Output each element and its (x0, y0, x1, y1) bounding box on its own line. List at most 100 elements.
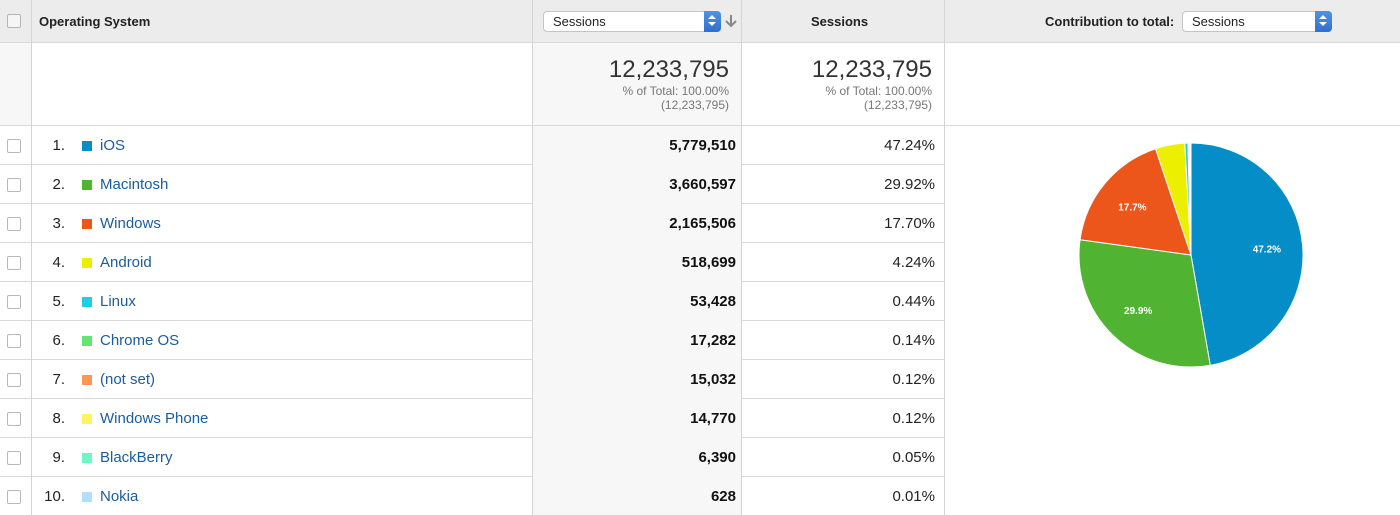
row-checkbox[interactable] (7, 217, 21, 231)
row-checkbox[interactable] (7, 139, 21, 153)
row-number: 9. (52, 449, 65, 466)
os-link[interactable]: Linux (100, 293, 136, 310)
pie-slice-label: 29.9% (1124, 306, 1152, 317)
column-divider (31, 0, 32, 515)
sessions-percent: 29.92% (884, 176, 935, 193)
metric-cell-shade (533, 477, 741, 515)
os-link[interactable]: Macintosh (100, 176, 169, 193)
pie-slice-windows[interactable] (1079, 148, 1192, 256)
sessions-percent: 0.01% (892, 488, 935, 505)
metric-cell-shade (533, 399, 741, 438)
sort-descending-icon[interactable] (724, 13, 738, 29)
row-checkbox[interactable] (7, 490, 21, 504)
row-number: 7. (52, 371, 65, 388)
contribution-select[interactable]: Sessions (1182, 11, 1332, 32)
color-swatch (82, 336, 92, 346)
totals-check-shade (0, 43, 32, 125)
row-checkbox[interactable] (7, 373, 21, 387)
sessions-value: 6,390 (698, 449, 736, 466)
sessions-percent: 0.12% (892, 410, 935, 427)
sessions-value: 14,770 (690, 410, 736, 427)
column-divider (741, 0, 742, 515)
table-row: 6. Chrome OS 17,282 0.14% (0, 321, 945, 360)
total-primary-pct: % of Total: 100.00% (622, 84, 729, 98)
contribution-label: Contribution to total: (1045, 14, 1175, 29)
row-checkbox[interactable] (7, 178, 21, 192)
table-row: 4. Android 518,699 4.24% (0, 243, 945, 282)
os-link[interactable]: Windows (100, 215, 161, 232)
table-row: 8. Windows Phone 14,770 0.12% (0, 399, 945, 438)
total-secondary-sum: (12,233,795) (863, 98, 932, 112)
metric-cell-shade (533, 204, 741, 243)
table-header: Operating System Sessions Sessions Contr… (0, 0, 1400, 43)
os-link[interactable]: Nokia (100, 488, 139, 505)
os-link[interactable]: BlackBerry (100, 449, 173, 466)
metric-cell-shade (533, 360, 741, 399)
sessions-value: 628 (710, 488, 736, 505)
dimension-column-title[interactable]: Operating System (39, 14, 151, 29)
table-row: 1. iOS 5,779,510 47.24% (0, 126, 945, 165)
sessions-value: 17,282 (690, 332, 736, 349)
sessions-value: 15,032 (690, 371, 736, 388)
column-divider (532, 0, 533, 515)
row-number: 8. (52, 410, 65, 427)
totals-row: 12,233,795 % of Total: 100.00% (12,233,7… (0, 43, 1400, 126)
table-row: 3. Windows 2,165,506 17.70% (0, 204, 945, 243)
row-number: 4. (52, 254, 65, 271)
table-row: 10. Nokia 628 0.01% (0, 477, 945, 515)
row-number: 5. (52, 293, 65, 310)
select-arrows-icon (704, 11, 721, 32)
total-secondary-value: 12,233,795 (811, 56, 932, 83)
color-swatch (82, 492, 92, 502)
os-link[interactable]: iOS (100, 137, 126, 154)
metric-select-value: Sessions (553, 14, 606, 29)
metric-cell-shade (533, 243, 741, 282)
sessions-value: 2,165,506 (669, 215, 736, 232)
sessions-value: 3,660,597 (669, 176, 736, 193)
totals-shade (533, 43, 741, 125)
sessions-value: 518,699 (681, 254, 736, 271)
row-checkbox[interactable] (7, 295, 21, 309)
total-primary-value: 12,233,795 (608, 56, 729, 83)
metric-cell-shade (533, 126, 741, 165)
sessions-percent: 47.24% (884, 137, 935, 154)
os-link[interactable]: (not set) (100, 371, 156, 388)
row-number: 6. (52, 332, 65, 349)
metric-select[interactable]: Sessions (543, 11, 721, 32)
sessions-percent: 4.24% (892, 254, 935, 271)
total-primary-sum: (12,233,795) (660, 98, 729, 112)
os-link[interactable]: Windows Phone (100, 410, 209, 427)
table-row: 5. Linux 53,428 0.44% (0, 282, 945, 321)
contribution-select-value: Sessions (1192, 14, 1245, 29)
color-swatch (82, 297, 92, 307)
pie-slice-ios[interactable] (1190, 142, 1304, 366)
sessions-percent: 0.44% (892, 293, 935, 310)
color-swatch (82, 258, 92, 268)
metric-cell-shade (533, 282, 741, 321)
table-row: 7. (not set) 15,032 0.12% (0, 360, 945, 399)
row-checkbox[interactable] (7, 412, 21, 426)
sessions-percent: 0.05% (892, 449, 935, 466)
row-number: 2. (52, 176, 65, 193)
color-swatch (82, 141, 92, 151)
select-all-checkbox[interactable] (7, 14, 21, 28)
os-link[interactable]: Chrome OS (100, 332, 180, 349)
row-number: 1. (52, 137, 65, 154)
sessions-column-title[interactable]: Sessions (811, 14, 869, 29)
color-swatch (82, 375, 92, 385)
sessions-percent: 0.14% (892, 332, 935, 349)
total-secondary-pct: % of Total: 100.00% (825, 84, 932, 98)
metric-cell-shade (533, 165, 741, 204)
row-checkbox[interactable] (7, 334, 21, 348)
select-arrows-icon (1315, 11, 1332, 32)
color-swatch (82, 180, 92, 190)
row-checkbox[interactable] (7, 256, 21, 270)
color-swatch (82, 453, 92, 463)
row-checkbox[interactable] (7, 451, 21, 465)
column-divider (944, 0, 945, 515)
row-number: 3. (52, 215, 65, 232)
color-swatch (82, 219, 92, 229)
sessions-percent: 0.12% (892, 371, 935, 388)
pie-slice-macintosh[interactable] (1078, 239, 1211, 368)
os-link[interactable]: Android (100, 254, 152, 271)
